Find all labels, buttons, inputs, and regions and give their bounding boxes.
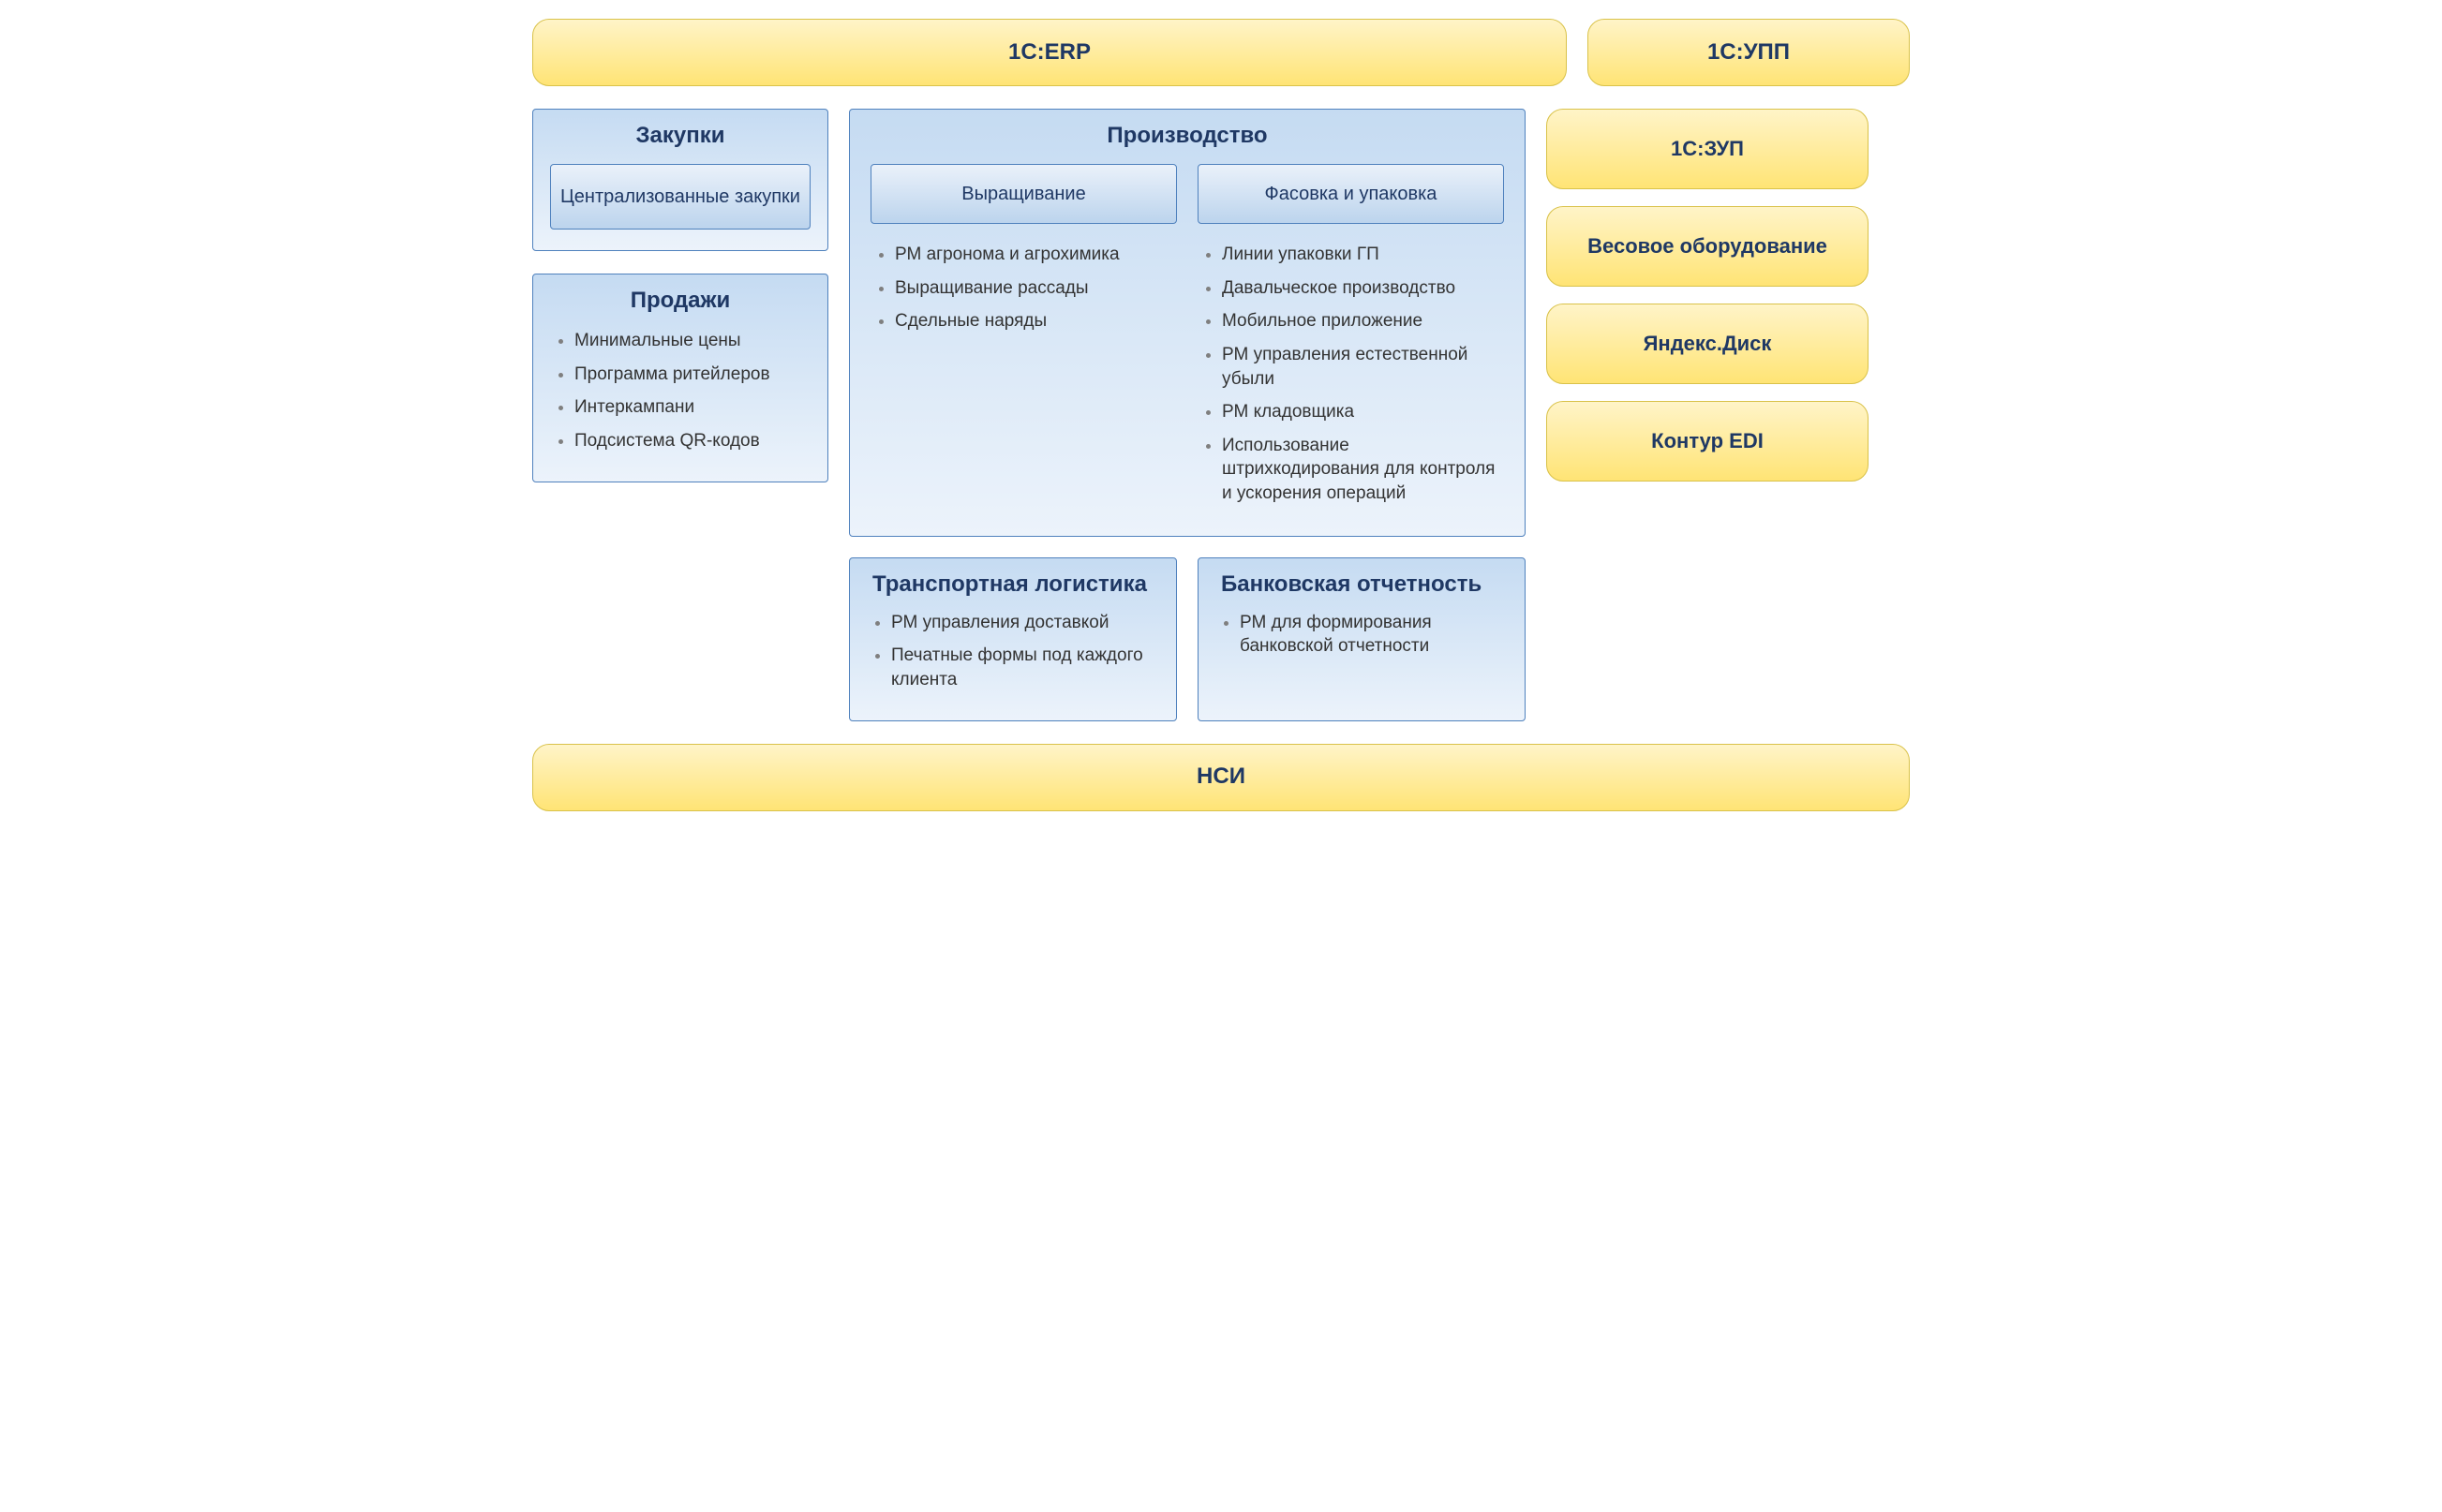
main-columns: Закупки Централизованные закупки Продажи… [532, 109, 1910, 721]
pill-zup: 1С:ЗУП [1546, 109, 1869, 189]
title-banking: Банковская отчетность [1221, 571, 1508, 598]
production-inner: Выращивание РМ агронома и агрохимика Выр… [850, 164, 1525, 536]
list-item: Выращивание рассады [895, 276, 1177, 301]
lower-row: Транспортная логистика РМ управления дос… [849, 557, 1526, 721]
card-purchases: Закупки Централизованные закупки [532, 109, 828, 251]
pill-edi: Контур EDI [1546, 401, 1869, 482]
title-production: Производство [850, 110, 1525, 164]
middle-column: Производство Выращивание РМ агронома и а… [849, 109, 1526, 721]
list-item: Программа ритейлеров [574, 363, 811, 387]
subcard-pack-label: Фасовка и упаковка [1265, 184, 1437, 205]
title-logistics: Транспортная логистика [872, 571, 1159, 598]
list-item: Сдельные наряды [895, 309, 1177, 334]
title-sales: Продажи [550, 288, 811, 314]
subcard-centralized: Централизованные закупки [550, 164, 811, 230]
list-item: Подсистема QR-кодов [574, 429, 811, 453]
pill-erp: 1C:ERP [532, 19, 1567, 86]
grow-items: РМ агронома и агрохимика Выращивание рас… [871, 243, 1177, 334]
list-item: Минимальные цены [574, 329, 811, 353]
banking-items: РМ для формирования банковской отчетност… [1215, 611, 1508, 659]
card-sales: Продажи Минимальные цены Программа ритей… [532, 274, 828, 482]
list-item: РМ агронома и агрохимика [895, 243, 1177, 267]
list-item: Линии упаковки ГП [1222, 243, 1504, 267]
production-pack: Фасовка и упаковка Линии упаковки ГП Дав… [1198, 164, 1504, 515]
production-grow: Выращивание РМ агронома и агрохимика Выр… [871, 164, 1177, 515]
card-production: Производство Выращивание РМ агронома и а… [849, 109, 1526, 537]
list-item: Давальческое производство [1222, 276, 1504, 301]
pack-items: Линии упаковки ГП Давальческое производс… [1198, 243, 1504, 506]
pill-yadisk: Яндекс.Диск [1546, 304, 1869, 384]
left-column: Закупки Централизованные закупки Продажи… [532, 109, 828, 482]
subcard-grow-label: Выращивание [961, 184, 1085, 205]
list-item: РМ для формирования банковской отчетност… [1240, 611, 1508, 659]
pill-nsi: НСИ [532, 744, 1910, 811]
subcard-centralized-label: Централизованные закупки [560, 186, 800, 208]
list-item: Использование штрихкодирования для контр… [1222, 434, 1504, 506]
title-purchases: Закупки [550, 123, 811, 149]
header-row: 1C:ERP 1С:УПП [532, 19, 1910, 86]
card-banking: Банковская отчетность РМ для формировани… [1198, 557, 1526, 721]
list-item: РМ кладовщика [1222, 400, 1504, 424]
diagram-canvas: 1C:ERP 1С:УПП Закупки Централизованные з… [532, 19, 1910, 811]
list-item: Мобильное приложение [1222, 309, 1504, 334]
list-item: Интеркампани [574, 395, 811, 420]
subcard-pack: Фасовка и упаковка [1198, 164, 1504, 224]
pill-scales: Весовое оборудование [1546, 206, 1869, 287]
logistics-items: РМ управления доставкой Печатные формы п… [867, 611, 1159, 692]
pill-upp: 1С:УПП [1587, 19, 1910, 86]
list-item: РМ управления естественной убыли [1222, 343, 1504, 391]
sales-items: Минимальные цены Программа ритейлеров Ин… [550, 329, 811, 453]
card-logistics: Транспортная логистика РМ управления дос… [849, 557, 1177, 721]
list-item: Печатные формы под каждого клиента [891, 644, 1159, 691]
list-item: РМ управления доставкой [891, 611, 1159, 635]
right-column: 1С:ЗУП Весовое оборудование Яндекс.Диск … [1546, 109, 1869, 482]
subcard-grow: Выращивание [871, 164, 1177, 224]
